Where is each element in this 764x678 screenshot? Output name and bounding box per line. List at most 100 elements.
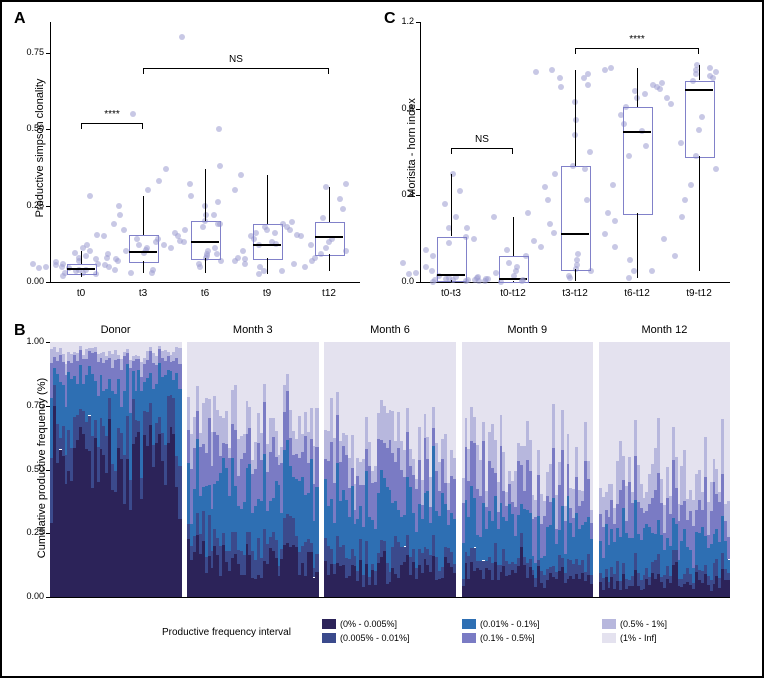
stacked-segment — [453, 458, 456, 479]
data-point — [679, 214, 685, 220]
data-point — [87, 248, 93, 254]
stacked-segment — [590, 584, 593, 597]
legend-swatch — [602, 633, 616, 643]
legend-swatch — [462, 619, 476, 629]
data-point — [672, 253, 678, 259]
data-point — [128, 270, 134, 276]
y-tick-label: 0.00 — [10, 276, 44, 286]
significance-label: **** — [617, 34, 657, 45]
data-point — [642, 91, 648, 97]
data-point — [217, 163, 223, 169]
panel-b-ylabel: Cumulative productive frequency (%) — [36, 348, 48, 588]
data-point — [453, 214, 459, 220]
panel-c-plot: 0.00.40.81.2t0-t3t0-t12t3-t12t6-t12t9-t1… — [420, 22, 730, 282]
data-point — [187, 181, 193, 187]
stacked-segment — [727, 573, 730, 580]
data-point — [211, 212, 217, 218]
y-tick-label: 0.0 — [380, 276, 414, 286]
data-point — [289, 219, 295, 225]
data-point — [216, 126, 222, 132]
stacked-segment — [178, 389, 181, 465]
data-point — [182, 227, 188, 233]
stacked-segment — [178, 519, 181, 597]
data-point — [84, 242, 90, 248]
data-point — [457, 188, 463, 194]
data-point — [430, 253, 436, 259]
legend-swatch — [322, 633, 336, 643]
stacked-segment — [178, 348, 181, 364]
data-point — [291, 261, 297, 267]
data-point — [713, 166, 719, 172]
legend-label: (0.1% - 0.5%] — [480, 633, 535, 643]
legend-item: (0.005% - 0.01%] — [322, 633, 410, 643]
significance-bracket — [451, 148, 513, 149]
data-point — [168, 245, 174, 251]
data-point — [602, 231, 608, 237]
stacked-segment — [727, 537, 730, 560]
stacked-segment — [590, 510, 593, 524]
legend-label: (0.01% - 0.1%] — [480, 619, 540, 629]
data-point — [43, 264, 49, 270]
data-point — [72, 250, 78, 256]
data-point — [150, 267, 156, 273]
data-point — [649, 268, 655, 274]
stacked-segment — [453, 573, 456, 597]
significance-bracket — [81, 123, 143, 124]
data-point — [668, 101, 674, 107]
data-point — [549, 67, 555, 73]
stacked-segment — [727, 501, 730, 537]
stacked-segment — [453, 519, 456, 563]
data-point — [545, 197, 551, 203]
box — [315, 222, 345, 256]
data-point — [179, 34, 185, 40]
data-point — [302, 264, 308, 270]
data-point — [547, 221, 553, 227]
x-tick-label: t3 — [113, 288, 173, 299]
data-point — [585, 82, 591, 88]
x-tick-label: t0 — [51, 288, 111, 299]
y-tick-label: 0.75 — [10, 47, 44, 57]
data-point — [113, 256, 119, 262]
data-point — [552, 171, 558, 177]
stacked-segment — [315, 342, 318, 408]
data-point — [610, 182, 616, 188]
data-point — [442, 201, 448, 207]
facet-label: Month 12 — [599, 324, 730, 336]
data-point — [36, 265, 42, 271]
legend-title: Productive frequency interval — [162, 627, 291, 638]
data-point — [429, 268, 435, 274]
data-point — [557, 75, 563, 81]
x-tick-label: t6-t12 — [607, 288, 667, 299]
data-point — [112, 267, 118, 273]
data-point — [475, 274, 481, 280]
data-point — [605, 210, 611, 216]
figure-container: A C B 0.000.250.500.75t0t3t6t9t12****NS … — [0, 0, 764, 678]
stacked-segment — [590, 539, 593, 575]
data-point — [587, 149, 593, 155]
data-point — [279, 268, 285, 274]
legend-label: (0.5% - 1%] — [620, 619, 667, 629]
stacked-segment — [315, 447, 318, 487]
data-point — [533, 69, 539, 75]
data-point — [464, 225, 470, 231]
data-point — [161, 242, 167, 248]
data-point — [483, 276, 489, 282]
data-point — [707, 65, 713, 71]
facet-label: Donor — [50, 324, 181, 336]
stacked-segment — [315, 572, 318, 597]
data-point — [240, 248, 246, 254]
data-point — [94, 232, 100, 238]
data-point — [123, 248, 129, 254]
data-point — [111, 221, 117, 227]
data-point — [30, 261, 36, 267]
legend-item: (0.1% - 0.5%] — [462, 633, 535, 643]
stacked-segment — [453, 479, 456, 519]
data-point — [525, 210, 531, 216]
data-point — [121, 227, 127, 233]
stacked-segment — [453, 342, 456, 458]
data-point — [626, 275, 632, 281]
stacked-segment — [315, 487, 318, 554]
stacked-segment — [453, 564, 456, 573]
legend-item: (1% - Inf] — [602, 633, 657, 643]
legend-item: (0.5% - 1%] — [602, 619, 667, 629]
